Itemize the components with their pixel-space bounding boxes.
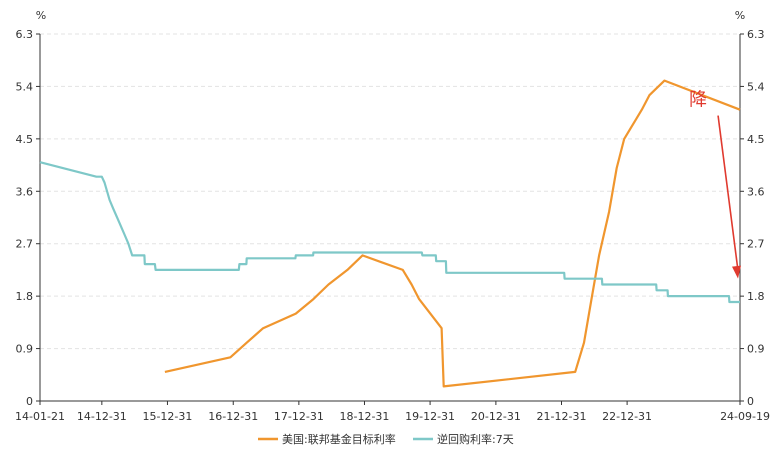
y-tick-label-right: 2.7	[747, 238, 765, 251]
right-unit-label: %	[735, 9, 745, 22]
x-tick-label: 16-12-31	[208, 410, 258, 423]
y-tick-label-left: 2.7	[16, 238, 34, 251]
legend-item-fed-funds-rate: 美国:联邦基金目标利率	[258, 432, 396, 446]
right-y-tick-labels: 0 0.9 1.8 2.7 3.6 4.5 5.4 6.3	[747, 28, 765, 408]
y-tick-label-right: 0.9	[747, 343, 765, 356]
left-unit-label: %	[36, 9, 46, 22]
legend: 美国:联邦基金目标利率 逆回购利率:7天	[258, 432, 514, 446]
y-tick-label-left: 1.8	[16, 290, 34, 303]
series-lines	[39, 79, 741, 388]
x-tick-label: 15-12-31	[142, 410, 192, 423]
x-tick-labels: 14-01-21 14-12-31 15-12-31 16-12-31 17-12-31…	[15, 401, 770, 423]
y-tick-label-right: 1.8	[747, 290, 765, 303]
series-line-fed-funds-rate	[164, 79, 741, 388]
x-tick-label: 21-12-31	[537, 410, 587, 423]
x-tick-label: 18-12-31	[340, 410, 390, 423]
annotation-arrow-line	[717, 115, 739, 271]
y-tick-label-right: 5.4	[747, 80, 765, 93]
series-line-reverse-repo-7d	[39, 161, 740, 304]
x-tick-label: 14-01-21	[15, 410, 65, 423]
y-tick-label-right: 4.5	[747, 133, 765, 146]
left-y-tick-labels: 0 0.9 1.8 2.7 3.6 4.5 5.4 6.3	[16, 28, 34, 408]
y-tick-label-right: 3.6	[747, 185, 765, 198]
y-tick-label-right: 0	[747, 395, 754, 408]
grid-lines	[36, 33, 744, 402]
y-tick-label-left: 6.3	[16, 28, 34, 41]
y-tick-label-left: 0.9	[16, 343, 34, 356]
legend-label: 逆回购利率:7天	[437, 432, 514, 446]
legend-label: 美国:联邦基金目标利率	[282, 432, 396, 446]
x-tick-label: 24-09-19	[720, 410, 770, 423]
y-tick-label-left: 5.4	[16, 80, 34, 93]
x-tick-label: 17-12-31	[274, 410, 324, 423]
y-tick-label-left: 4.5	[16, 133, 34, 146]
annotation: 降	[689, 90, 741, 279]
x-tick-label: 22-12-31	[602, 410, 652, 423]
y-tick-label-right: 6.3	[747, 28, 765, 41]
x-tick-label: 14-12-31	[77, 410, 127, 423]
x-tick-label: 20-12-31	[471, 410, 521, 423]
annotation-arrow-head	[732, 265, 741, 279]
y-tick-label-left: 3.6	[16, 185, 34, 198]
axes	[39, 34, 741, 402]
x-tick-label: 19-12-31	[405, 410, 455, 423]
legend-item-reverse-repo-7d: 逆回购利率:7天	[413, 432, 514, 446]
annotation-label: 降	[689, 90, 707, 111]
y-tick-label-left: 0	[26, 395, 33, 408]
